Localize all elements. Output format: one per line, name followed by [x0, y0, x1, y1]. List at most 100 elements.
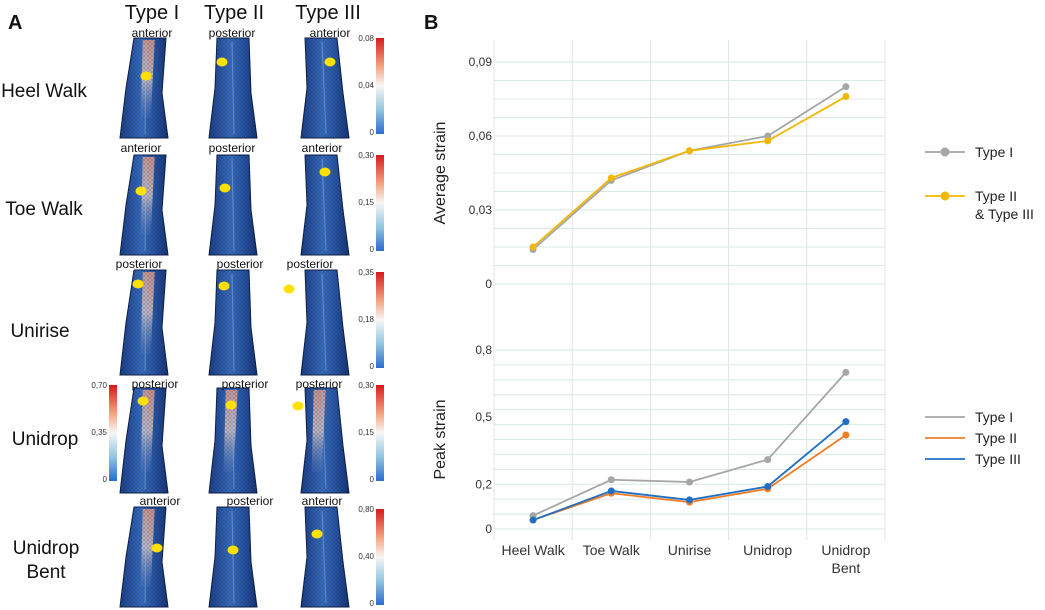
bone-row2-type2: [208, 154, 258, 256]
color-scale-tick: 0: [102, 475, 107, 484]
bone-row3-type2: [208, 269, 258, 376]
strain-site-dot: [324, 57, 336, 67]
strain-site-dot: [225, 400, 237, 410]
color-scale-tick: 0,08: [358, 34, 374, 43]
y-tick-label: 0,06: [469, 129, 493, 143]
strain-site-dot: [227, 545, 239, 555]
color-scale-left-row4: [109, 385, 117, 481]
y-tick-label: 0,03: [469, 203, 493, 217]
bone-row1-type2: [208, 37, 258, 139]
data-point: [842, 431, 850, 439]
bone-row3-type3: [283, 269, 350, 376]
data-point: [764, 456, 772, 464]
data-point: [842, 83, 850, 91]
view-label-row2-type1: anterior: [120, 141, 162, 155]
data-point: [529, 243, 537, 251]
data-point: [686, 147, 693, 155]
series-type-ii: [529, 431, 850, 524]
bone-row5-type1: [119, 506, 169, 608]
color-scale-gradient: [376, 385, 384, 481]
view-label-row5-type2: posterior: [226, 494, 274, 508]
legend-marker: [940, 147, 950, 157]
color-scale-row3: [376, 272, 384, 368]
strain-site-dot: [135, 186, 147, 196]
color-scale-gradient: [376, 272, 384, 368]
data-point: [607, 487, 615, 495]
type-iii-header: Type III: [295, 2, 361, 24]
row-label-unidrop-bent: Unidrop Bent: [12, 538, 80, 583]
color-scale-tick: 0,15: [358, 428, 374, 437]
y-tick-label: 0: [485, 277, 492, 291]
color-scale-tick: 0,40: [358, 552, 374, 561]
data-point: [764, 137, 772, 145]
data-point: [842, 93, 850, 101]
strain-site-dot: [216, 57, 228, 67]
data-point: [842, 368, 850, 376]
legend-label: Type I: [975, 144, 1013, 160]
tibia-strain-maps: [119, 37, 350, 608]
view-label-row1-type2: posterior: [208, 26, 256, 40]
bone-row3-type1: [119, 269, 169, 376]
series-type-i: [529, 83, 850, 253]
view-label-row2-type2: posterior: [208, 141, 256, 155]
y-tick-label: 0,8: [475, 343, 492, 357]
view-label-row1-type3: anterior: [309, 26, 351, 40]
y-axis-label: Average strain: [432, 122, 449, 225]
view-label-row4-type3: posterior: [295, 377, 343, 391]
color-scale-gradient: [109, 385, 117, 481]
bone-row5-type3: [300, 506, 350, 608]
data-point: [764, 132, 772, 140]
x-tick-label: Unidrop: [743, 542, 792, 558]
y-tick-label: 0,09: [469, 55, 493, 69]
color-scale-tick: 0,30: [358, 151, 374, 160]
color-scale-tick: 0: [369, 245, 374, 254]
data-point: [764, 482, 772, 490]
view-label-row2-type3: anterior: [301, 141, 343, 155]
color-scale-tick: 0,35: [91, 428, 107, 437]
row-label-toe-walk: Toe Walk: [5, 199, 83, 220]
color-scale-gradient: [376, 509, 384, 605]
color-scale-tick: 0,35: [358, 268, 374, 277]
y-tick-label: 0,5: [475, 410, 492, 424]
y-tick-label: 0,2: [475, 477, 492, 491]
legend-label: Type I: [975, 409, 1013, 425]
data-point: [686, 478, 693, 486]
y-axis-label: Peak strain: [432, 399, 449, 479]
strain-site-dot: [132, 279, 144, 289]
color-scale-tick: 0,04: [358, 81, 374, 90]
color-scale-tick: 0,70: [91, 381, 107, 390]
strain-site-dot: [283, 284, 295, 294]
legend-peak: Type I Type II Type III: [925, 409, 1021, 467]
color-scale-gradient: [376, 155, 384, 251]
panel-a-letter: A: [8, 12, 23, 34]
legend-label: Type III: [975, 451, 1021, 467]
color-scale-tick: 0,30: [358, 381, 374, 390]
legend-label: Type II: [975, 188, 1017, 204]
bone-row4-type3: [292, 387, 350, 494]
color-scale-gradient: [376, 38, 384, 134]
strain-site-dot: [137, 396, 149, 406]
strain-site-dot: [218, 281, 230, 291]
color-scale-tick: 0: [369, 362, 374, 371]
x-tick-label: Unirise: [668, 542, 712, 558]
average-strain-chart: 0 0,03 0,06 0,09 Average strain Type I Type II…: [432, 55, 1034, 291]
color-scale-tick: 0: [369, 128, 374, 137]
strain-site-dot: [151, 543, 163, 553]
color-scale-tick: 0,15: [358, 198, 374, 207]
color-scale-row5: [376, 509, 384, 605]
row-label-unirise: Unirise: [10, 321, 70, 342]
view-label-row5-type1: anterior: [139, 494, 181, 508]
color-scale-tick: 0,18: [358, 315, 374, 324]
row-label-heel-walk: Heel Walk: [1, 81, 87, 102]
view-label-row3-type2: posterior: [216, 257, 264, 271]
color-scale-row4: [376, 385, 384, 481]
color-scale-row2: [376, 155, 384, 251]
bone-row4-type1: [119, 387, 169, 494]
series-line: [532, 434, 847, 521]
bone-row2-type1: [119, 154, 169, 256]
y-tick-label: 0: [485, 522, 492, 536]
series-type-i: [529, 368, 850, 520]
strain-site-dot: [311, 529, 323, 539]
